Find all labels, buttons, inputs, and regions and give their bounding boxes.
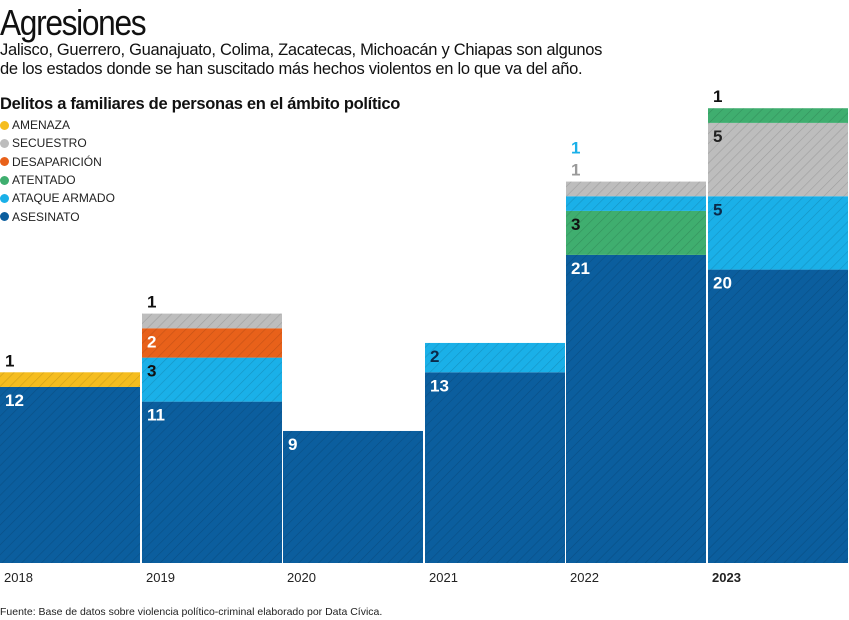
legend-label: ATENTADO bbox=[12, 173, 76, 188]
bar-2023: 20 5 5 1 bbox=[708, 87, 848, 563]
bar-segment-hatch bbox=[142, 357, 282, 402]
bar-segment-hatch bbox=[566, 254, 706, 563]
legend-item: ATAQUE ARMADO bbox=[0, 189, 115, 207]
x-tick-label: 2018 bbox=[4, 570, 33, 585]
x-tick-label: 2023 bbox=[712, 570, 741, 585]
bar-segment-hatch bbox=[708, 108, 848, 123]
x-tick-label: 2019 bbox=[146, 570, 175, 585]
data-label: 1 bbox=[571, 139, 580, 158]
bar-segment-hatch bbox=[142, 313, 282, 329]
data-label: 13 bbox=[430, 376, 449, 395]
data-label: 3 bbox=[571, 215, 580, 234]
legend-dot-icon bbox=[0, 193, 9, 203]
data-label: 5 bbox=[713, 200, 722, 219]
legend: AMENAZA SECUESTRO DESAPARICIÓN ATENTADO ATAQ… bbox=[0, 116, 115, 226]
legend-item: AMENAZA bbox=[0, 116, 115, 134]
bar-2022: 21 3 1 1 bbox=[566, 139, 706, 563]
bar-segment-hatch bbox=[566, 196, 706, 211]
legend-item: DESAPARICIÓN bbox=[0, 153, 115, 171]
legend-dot-icon bbox=[0, 212, 9, 222]
data-label: 11 bbox=[147, 406, 165, 425]
bar-segment-hatch bbox=[708, 269, 848, 563]
bar-segment-hatch bbox=[0, 372, 140, 387]
legend-label: ASESINATO bbox=[12, 209, 80, 224]
bar-segment-hatch bbox=[566, 210, 706, 255]
data-label: 2 bbox=[430, 347, 439, 366]
data-label: 5 bbox=[713, 127, 722, 146]
legend-label: ATAQUE ARMADO bbox=[12, 191, 115, 206]
legend-item: SECUESTRO bbox=[0, 134, 115, 152]
data-label: 12 bbox=[5, 391, 24, 410]
bar-segment-hatch bbox=[425, 372, 565, 563]
subtitle-line-1: Jalisco, Guerrero, Guanajuato, Colima, Z… bbox=[0, 41, 603, 59]
data-label: 21 bbox=[571, 259, 590, 278]
bar-2020: 9 bbox=[283, 430, 423, 563]
x-tick-label: 2021 bbox=[429, 570, 458, 585]
subtitle-line-2: de los estados donde se han suscitado má… bbox=[0, 60, 583, 78]
data-label: 1 bbox=[147, 293, 156, 312]
legend-dot-icon bbox=[0, 138, 9, 148]
legend-dot-icon bbox=[0, 120, 9, 130]
legend-item: ATENTADO bbox=[0, 171, 115, 189]
legend-item: ASESINATO bbox=[0, 207, 115, 225]
bar-segment-hatch bbox=[0, 386, 140, 563]
x-tick-label: 2020 bbox=[287, 570, 316, 585]
data-label: 2 bbox=[147, 332, 156, 351]
data-label: 1 bbox=[5, 351, 14, 370]
legend-dot-icon bbox=[0, 157, 9, 167]
data-label: 3 bbox=[147, 362, 156, 381]
bar-segment-hatch bbox=[283, 430, 423, 563]
legend-label: DESAPARICIÓN bbox=[12, 154, 102, 169]
bar-2021: 13 2 bbox=[425, 342, 565, 563]
bar-segment-hatch bbox=[142, 328, 282, 358]
legend-label: SECUESTRO bbox=[12, 136, 87, 151]
source-note: Fuente: Base de datos sobre violencia po… bbox=[0, 606, 383, 618]
chart-title: Delitos a familiares de personas en el á… bbox=[0, 95, 401, 113]
bar-segment-hatch bbox=[566, 181, 706, 197]
bar-2019: 11 3 2 1 bbox=[142, 293, 282, 563]
data-label: 1 bbox=[571, 161, 580, 180]
page-title: Agresiones bbox=[0, 2, 147, 43]
data-label: 9 bbox=[288, 435, 297, 454]
x-tick-label: 2022 bbox=[570, 570, 599, 585]
data-label: 1 bbox=[713, 87, 722, 106]
bar-segment-hatch bbox=[708, 122, 848, 197]
bar-2018: 12 1 bbox=[0, 351, 140, 563]
bar-segment-hatch bbox=[425, 342, 565, 373]
legend-label: AMENAZA bbox=[12, 118, 71, 133]
data-label: 20 bbox=[713, 274, 732, 293]
bar-segment-hatch bbox=[708, 196, 848, 270]
legend-dot-icon bbox=[0, 175, 9, 185]
bar-segment-hatch bbox=[142, 401, 282, 563]
